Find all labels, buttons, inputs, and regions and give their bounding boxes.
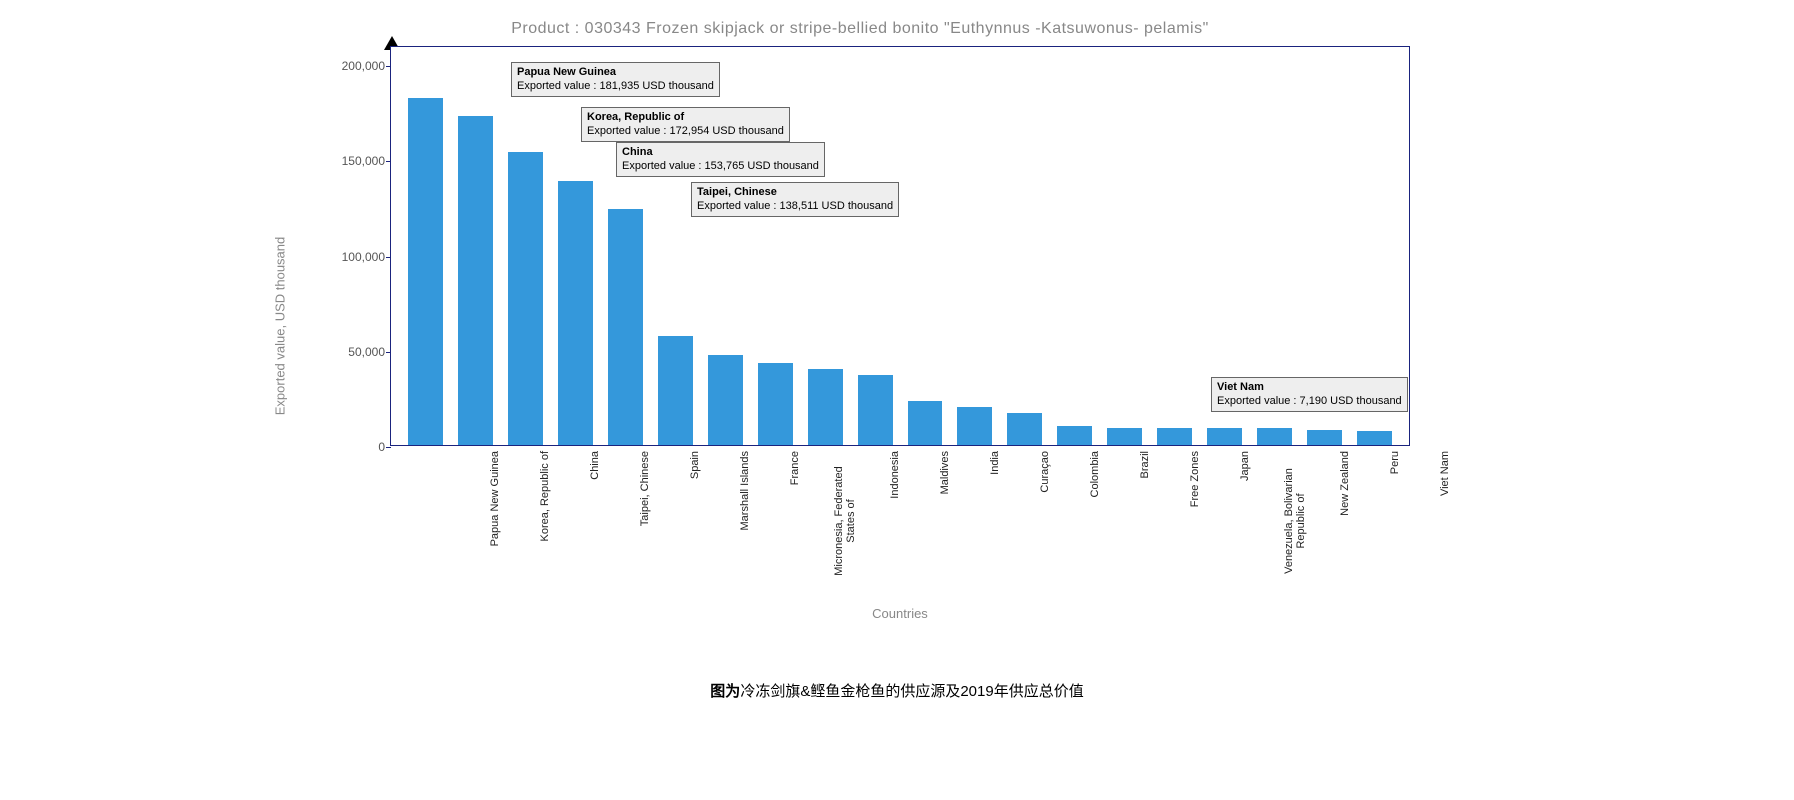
- x-tick-label: China: [589, 451, 601, 591]
- figure-caption: 图为冷冻剑旗&鲣鱼金枪鱼的供应源及2019年供应总价值: [0, 680, 1794, 701]
- y-tick-mark: [386, 352, 391, 353]
- caption-prefix: 图为: [710, 683, 740, 700]
- chart-title: Product : 030343 Frozen skipjack or stri…: [310, 20, 1410, 38]
- bar[interactable]: [1107, 428, 1142, 445]
- x-tick-label: Spain: [689, 451, 701, 591]
- bar-slot: [1000, 47, 1050, 445]
- bar[interactable]: [608, 209, 643, 445]
- y-tick-mark: [386, 447, 391, 448]
- callout-country: Papua New Guinea: [517, 66, 616, 78]
- bar[interactable]: [1207, 428, 1242, 445]
- y-tick-mark: [386, 66, 391, 67]
- x-tick-label: New Zealand: [1339, 451, 1351, 591]
- callout-value: Exported value : 138,511 USD thousand: [697, 200, 893, 212]
- bar[interactable]: [1007, 413, 1042, 445]
- plot-area: 050,000100,000150,000200,000Papua New Gu…: [390, 46, 1410, 446]
- x-tick-label: Micronesia, Federated States of: [833, 451, 857, 591]
- bar[interactable]: [408, 98, 443, 445]
- data-callout: Korea, Republic of Exported value : 172,9…: [581, 107, 790, 142]
- callout-value: Exported value : 153,765 USD thousand: [622, 160, 819, 172]
- x-tick-label: Brazil: [1139, 451, 1151, 591]
- bar-slot: [1150, 47, 1200, 445]
- bar[interactable]: [1257, 428, 1292, 445]
- data-callout: Papua New Guinea Exported value : 181,935…: [511, 62, 720, 97]
- bar[interactable]: [957, 407, 992, 445]
- bar-slot: [800, 47, 850, 445]
- bar[interactable]: [508, 152, 543, 445]
- callout-value: Exported value : 172,954 USD thousand: [587, 125, 784, 137]
- callout-country: Viet Nam: [1217, 381, 1264, 393]
- callout-value: Exported value : 181,935 USD thousand: [517, 80, 714, 92]
- y-tick-label: 200,000: [342, 59, 385, 73]
- x-tick-label: Colombia: [1089, 451, 1101, 591]
- callout-country: China: [622, 146, 653, 158]
- bar[interactable]: [808, 369, 843, 445]
- x-tick-label: Venezuela, Bolivarian Republic of: [1283, 451, 1307, 591]
- plot-zone: Exported value, USD thousand 050,000100,…: [310, 46, 1410, 606]
- callout-country: Korea, Republic of: [587, 111, 684, 123]
- x-tick-label: Free Zones: [1189, 451, 1201, 591]
- bar[interactable]: [558, 181, 593, 445]
- x-tick-label: Maldives: [939, 451, 951, 591]
- x-tick-label: India: [989, 451, 1001, 591]
- bar-slot: [1100, 47, 1150, 445]
- bar[interactable]: [1357, 431, 1392, 445]
- bar-slot: [401, 47, 451, 445]
- bar[interactable]: [708, 355, 743, 445]
- x-tick-label: Indonesia: [889, 451, 901, 591]
- x-tick-label: Viet Nam: [1439, 451, 1451, 591]
- x-tick-label: Papua New Guinea: [489, 451, 501, 591]
- bar-slot: [501, 47, 551, 445]
- y-tick-label: 50,000: [348, 345, 385, 359]
- x-tick-label: France: [789, 451, 801, 591]
- y-tick-mark: [386, 161, 391, 162]
- bar-slot: [850, 47, 900, 445]
- y-tick-mark: [386, 257, 391, 258]
- data-callout: Viet Nam Exported value : 7,190 USD thous…: [1211, 377, 1408, 412]
- bar[interactable]: [858, 375, 893, 445]
- x-tick-label: Taipei, Chinese: [639, 451, 651, 591]
- data-callout: China Exported value : 153,765 USD thousa…: [616, 142, 825, 177]
- x-tick-label: Marshall Islands: [739, 451, 751, 591]
- bar[interactable]: [658, 336, 693, 445]
- bar-slot: [900, 47, 950, 445]
- data-callout: Taipei, Chinese Exported value : 138,511 …: [691, 182, 899, 217]
- bar[interactable]: [1307, 430, 1342, 445]
- x-axis-label: Countries: [390, 606, 1410, 621]
- x-tick-label: Peru: [1389, 451, 1401, 591]
- callout-country: Taipei, Chinese: [697, 186, 777, 198]
- caption-text: 冷冻剑旗&鲣鱼金枪鱼的供应源及2019年供应总价值: [740, 683, 1083, 700]
- bar[interactable]: [908, 401, 943, 445]
- y-axis-label: Exported value, USD thousand: [273, 237, 288, 416]
- bar[interactable]: [1057, 426, 1092, 445]
- y-tick-label: 150,000: [342, 154, 385, 168]
- bar[interactable]: [1157, 428, 1192, 445]
- bar-slot: [950, 47, 1000, 445]
- y-tick-label: 0: [378, 440, 385, 454]
- bar-slot: [451, 47, 501, 445]
- chart-container: Product : 030343 Frozen skipjack or stri…: [310, 20, 1410, 606]
- bar-slot: [1050, 47, 1100, 445]
- bar[interactable]: [458, 116, 493, 445]
- bar[interactable]: [758, 363, 793, 445]
- x-tick-label: Japan: [1239, 451, 1251, 591]
- y-tick-label: 100,000: [342, 250, 385, 264]
- x-tick-label: Curaçao: [1039, 451, 1051, 591]
- callout-value: Exported value : 7,190 USD thousand: [1217, 395, 1402, 407]
- x-tick-label: Korea, Republic of: [539, 451, 551, 591]
